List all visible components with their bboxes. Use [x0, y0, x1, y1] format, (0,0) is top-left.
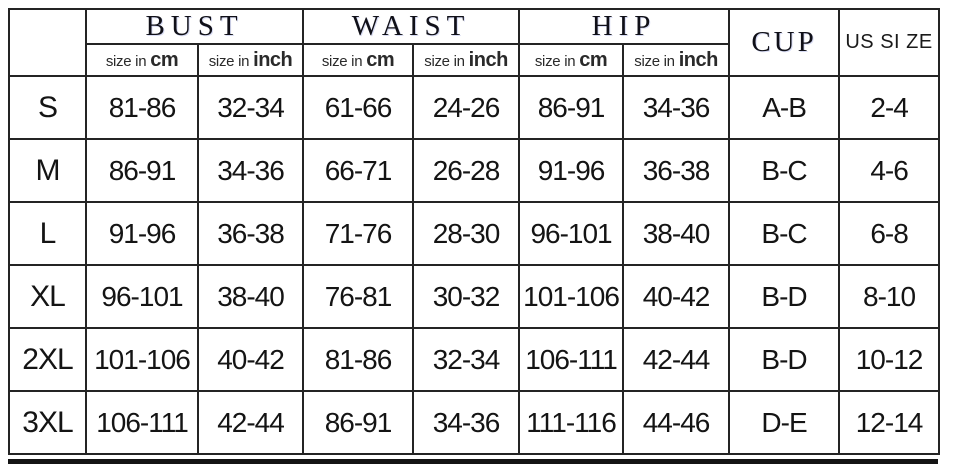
- bust-inch-cell: 32-34: [196, 75, 305, 140]
- us-size-cell: 2-4: [838, 75, 941, 140]
- inch-unit-label: inch: [253, 48, 293, 71]
- size-chart-frame: BUST WAIST HIP CUP US SI ZE size in cm si…: [8, 8, 941, 464]
- cup-cell: B-D: [728, 327, 841, 392]
- hip-inch-subheader: size in inch: [622, 43, 731, 77]
- size-row-m: M 86-91 34-36 66-71 26-28 91-96 36-38 B-…: [8, 138, 941, 203]
- us-size-cell: 12-14: [838, 390, 941, 455]
- size-label-cell: M: [8, 138, 87, 203]
- bust-inch-cell: 42-44: [196, 390, 305, 455]
- hip-cm-cell: 86-91: [518, 75, 625, 140]
- size-row-xl: XL 96-101 38-40 76-81 30-32 101-106 40-4…: [8, 264, 941, 329]
- bust-inch-cell: 40-42: [196, 327, 305, 392]
- size-in-label: size in: [321, 52, 363, 70]
- size-chart-table: BUST WAIST HIP CUP US SI ZE size in cm si…: [8, 8, 941, 455]
- us-size-cell: 10-12: [838, 327, 941, 392]
- hip-cm-cell: 96-101: [518, 201, 625, 266]
- waist-cm-cell: 86-91: [302, 390, 415, 455]
- corner-cell: [8, 8, 87, 77]
- size-row-s: S 81-86 32-34 61-66 24-26 86-91 34-36 A-…: [8, 75, 941, 140]
- hip-inch-cell: 44-46: [622, 390, 731, 455]
- cup-cell: D-E: [728, 390, 841, 455]
- hip-cm-cell: 91-96: [518, 138, 625, 203]
- size-label-cell: S: [8, 75, 87, 140]
- size-label-cell: 3XL: [8, 390, 87, 455]
- bust-cm-cell: 101-106: [85, 327, 199, 392]
- size-in-label: size in: [634, 52, 675, 70]
- waist-group-header: WAIST: [302, 8, 521, 45]
- bust-cm-cell: 91-96: [85, 201, 199, 266]
- cup-cell: B-C: [728, 138, 841, 203]
- waist-inch-cell: 30-32: [412, 264, 521, 329]
- bust-inch-cell: 36-38: [196, 201, 305, 266]
- hip-inch-cell: 34-36: [622, 75, 731, 140]
- waist-cm-cell: 66-71: [302, 138, 415, 203]
- cm-unit-label: cm: [366, 48, 395, 71]
- us-size-cell: 4-6: [838, 138, 941, 203]
- header-unit-row: size in cm size in inch size in cm size in i…: [9, 43, 939, 77]
- hip-inch-cell: 42-44: [622, 327, 731, 392]
- bust-inch-cell: 34-36: [196, 138, 305, 203]
- bust-inch-subheader: size in inch: [196, 43, 305, 77]
- waist-inch-cell: 34-36: [412, 390, 521, 455]
- cup-column-header: CUP: [728, 8, 841, 77]
- size-label-cell: 2XL: [8, 327, 87, 392]
- cup-cell: A-B: [728, 75, 841, 140]
- cm-unit-label: cm: [150, 48, 179, 71]
- bust-cm-subheader: size in cm: [85, 43, 199, 77]
- waist-cm-cell: 71-76: [302, 201, 415, 266]
- size-label-cell: L: [8, 201, 87, 266]
- hip-inch-cell: 38-40: [622, 201, 731, 266]
- inch-unit-label: inch: [468, 48, 509, 71]
- size-label-cell: XL: [8, 264, 87, 329]
- cup-cell: B-C: [728, 201, 841, 266]
- waist-inch-cell: 24-26: [412, 75, 521, 140]
- size-row-l: L 91-96 36-38 71-76 28-30 96-101 38-40 B…: [8, 201, 941, 266]
- us-size-cell: 8-10: [838, 264, 941, 329]
- bust-group-header: BUST: [84, 8, 305, 45]
- waist-inch-cell: 28-30: [412, 201, 521, 266]
- waist-cm-cell: 81-86: [302, 327, 415, 392]
- waist-cm-cell: 61-66: [302, 75, 415, 140]
- hip-cm-cell: 106-111: [518, 327, 625, 392]
- header-group-row: BUST WAIST HIP CUP US SI ZE: [8, 8, 941, 77]
- waist-inch-cell: 26-28: [412, 138, 521, 203]
- hip-cm-cell: 111-116: [518, 390, 625, 455]
- hip-inch-cell: 40-42: [622, 264, 731, 329]
- size-in-label: size in: [105, 52, 147, 70]
- us-size-column-header: US SI ZE: [838, 8, 941, 77]
- inch-unit-label: inch: [678, 48, 719, 71]
- waist-inch-subheader: size in inch: [412, 43, 521, 77]
- bust-cm-cell: 86-91: [85, 138, 199, 203]
- us-size-cell: 6-8: [838, 201, 941, 266]
- waist-cm-subheader: size in cm: [302, 43, 415, 77]
- hip-inch-cell: 36-38: [622, 138, 731, 203]
- size-in-label: size in: [208, 52, 250, 70]
- cm-unit-label: cm: [579, 48, 608, 71]
- size-row-3xl: 3XL 106-111 42-44 86-91 34-36 111-116 44…: [8, 390, 941, 455]
- cup-cell: B-D: [728, 264, 841, 329]
- size-in-label: size in: [424, 52, 465, 70]
- bust-cm-cell: 81-86: [85, 75, 199, 140]
- waist-cm-cell: 76-81: [302, 264, 415, 329]
- hip-group-header: HIP: [518, 8, 731, 45]
- size-row-2xl: 2XL 101-106 40-42 81-86 32-34 106-111 42…: [8, 327, 941, 392]
- hip-cm-subheader: size in cm: [518, 43, 625, 77]
- size-in-label: size in: [534, 52, 576, 70]
- bust-cm-cell: 106-111: [85, 390, 199, 455]
- bust-cm-cell: 96-101: [85, 264, 199, 329]
- waist-inch-cell: 32-34: [412, 327, 521, 392]
- bust-inch-cell: 38-40: [196, 264, 305, 329]
- hip-cm-cell: 101-106: [518, 264, 625, 329]
